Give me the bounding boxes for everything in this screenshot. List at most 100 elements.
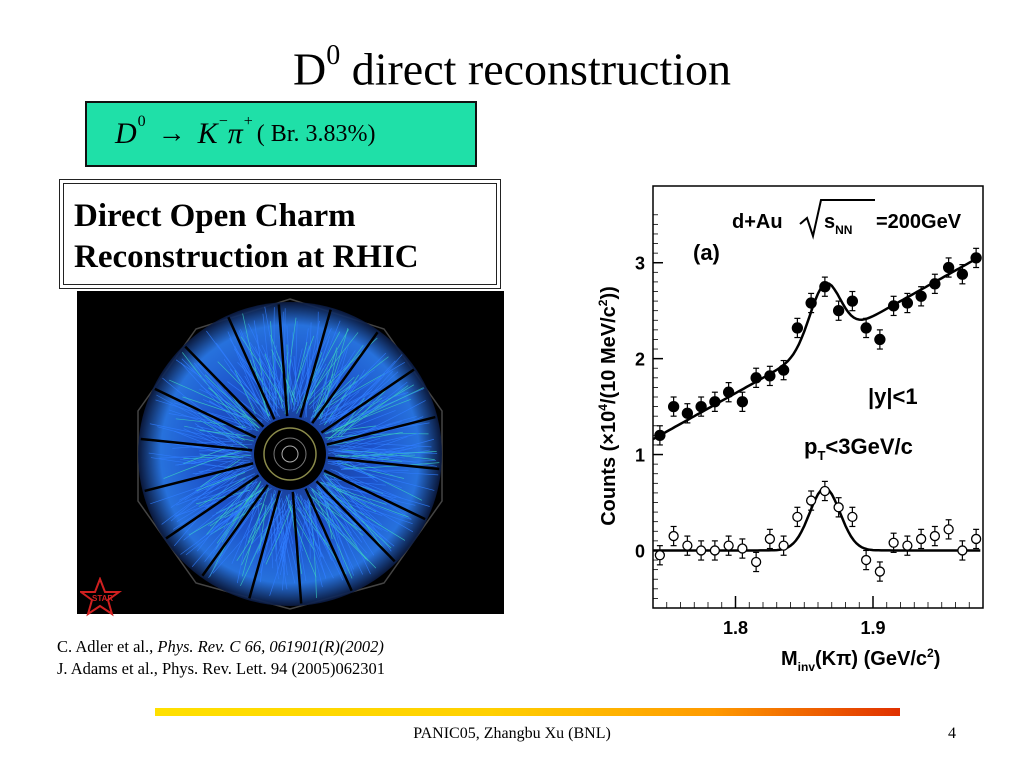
track-line <box>337 471 376 507</box>
track-line <box>273 307 278 417</box>
chart-svg: 0 1 2 3 1.8 1.9 (a) d+Au sNN =200GeV |y|<1 pT… <box>596 185 984 674</box>
data-point-filled <box>832 305 845 317</box>
track-line <box>327 462 435 491</box>
track-line <box>200 459 241 488</box>
track-line <box>176 481 244 523</box>
track-line <box>311 496 362 531</box>
track-line <box>196 472 246 491</box>
track-line <box>329 381 408 440</box>
track-line <box>327 460 437 463</box>
track-line <box>191 484 264 568</box>
track-line <box>176 473 255 506</box>
track-line <box>212 481 258 554</box>
rapidity-label: |y|<1 <box>868 384 918 409</box>
track-line <box>191 452 233 465</box>
track-line <box>325 391 360 423</box>
slide-title: D0 direct reconstruction <box>292 40 732 95</box>
track-line <box>286 344 289 411</box>
track-line <box>259 504 267 551</box>
track-line <box>312 350 356 419</box>
track-line <box>328 444 410 455</box>
track-line <box>294 497 326 546</box>
track-line <box>324 366 328 413</box>
data-point-open <box>695 545 707 556</box>
track-line <box>299 494 323 588</box>
track-line <box>157 426 242 449</box>
track-line <box>347 460 378 482</box>
system-label: d+Au <box>732 211 783 233</box>
track-line <box>309 364 351 410</box>
track-line <box>265 504 293 565</box>
y-tick-label: 3 <box>635 254 645 274</box>
track-line <box>180 362 246 432</box>
track-line <box>181 358 253 429</box>
track-line <box>270 493 274 569</box>
data-point-open <box>902 540 913 551</box>
data-point-open <box>970 533 982 545</box>
track-line <box>204 461 244 486</box>
track-line <box>324 493 345 567</box>
track-line <box>311 488 353 579</box>
track-line <box>335 454 416 457</box>
track-line <box>329 478 386 486</box>
track-line <box>257 500 261 544</box>
track-line <box>319 373 370 423</box>
track-line <box>344 462 440 469</box>
invariant-mass-plot: 0 1 2 3 1.8 1.9 (a) d+Au sNN =200GeV |y|<1 pT… <box>575 178 1000 683</box>
data-point-filled <box>709 396 721 408</box>
track-line <box>337 397 365 438</box>
track-line <box>321 479 378 536</box>
track-line <box>336 416 424 451</box>
track-line <box>342 436 408 459</box>
page-number: 4 <box>948 725 956 742</box>
data-point-filled <box>667 400 680 413</box>
track-line <box>242 313 270 420</box>
data-point-open <box>833 502 844 513</box>
heading-line-2: Reconstruction at RHIC <box>74 239 419 275</box>
track-line <box>303 332 359 406</box>
track-line <box>176 475 252 517</box>
data-point-filled <box>970 252 982 264</box>
track-line <box>320 350 338 420</box>
data-point-filled <box>846 295 859 307</box>
data-point-open <box>764 533 776 545</box>
track-line <box>249 342 285 397</box>
track-line <box>197 363 251 419</box>
track-line <box>340 385 409 435</box>
track-line <box>192 481 258 502</box>
track-line <box>324 398 411 434</box>
track-line <box>331 388 425 430</box>
sector-gap <box>201 484 269 577</box>
track-line <box>209 487 264 527</box>
data-point-open <box>957 545 968 556</box>
sector-gap <box>326 415 436 446</box>
track-line <box>319 496 355 570</box>
formula-k: K <box>197 117 218 150</box>
track-line <box>334 354 403 430</box>
data-point-open <box>778 540 789 551</box>
track-line <box>330 449 430 465</box>
track-line <box>194 428 240 454</box>
track-line <box>306 499 317 546</box>
heading-box: Direct Open Charm Reconstruction at RHIC <box>59 179 501 289</box>
event-display-svg <box>137 298 443 610</box>
track-line <box>308 364 347 401</box>
sector-gap <box>323 469 426 521</box>
pt-label: pT<3GeV/c <box>804 434 913 463</box>
data-point-filled <box>764 370 776 382</box>
reference-2: J. Adams et al., Phys. Rev. Lett. 94 (20… <box>57 659 385 678</box>
sqrt-s-label: sNN <box>824 211 852 237</box>
data-point-filled <box>736 396 749 408</box>
sector-gap <box>165 474 260 540</box>
track-line <box>285 495 317 578</box>
track-line <box>320 489 344 572</box>
data-point-open <box>682 540 693 551</box>
track-line <box>305 336 331 409</box>
track-line <box>190 445 253 459</box>
track-line <box>312 503 369 561</box>
track-line <box>327 431 403 447</box>
references: C. Adler et al., Phys. Rev. C 66, 061901… <box>57 636 385 680</box>
track-line <box>204 495 257 562</box>
formula-pi: π <box>227 117 243 150</box>
track-line <box>287 348 303 414</box>
